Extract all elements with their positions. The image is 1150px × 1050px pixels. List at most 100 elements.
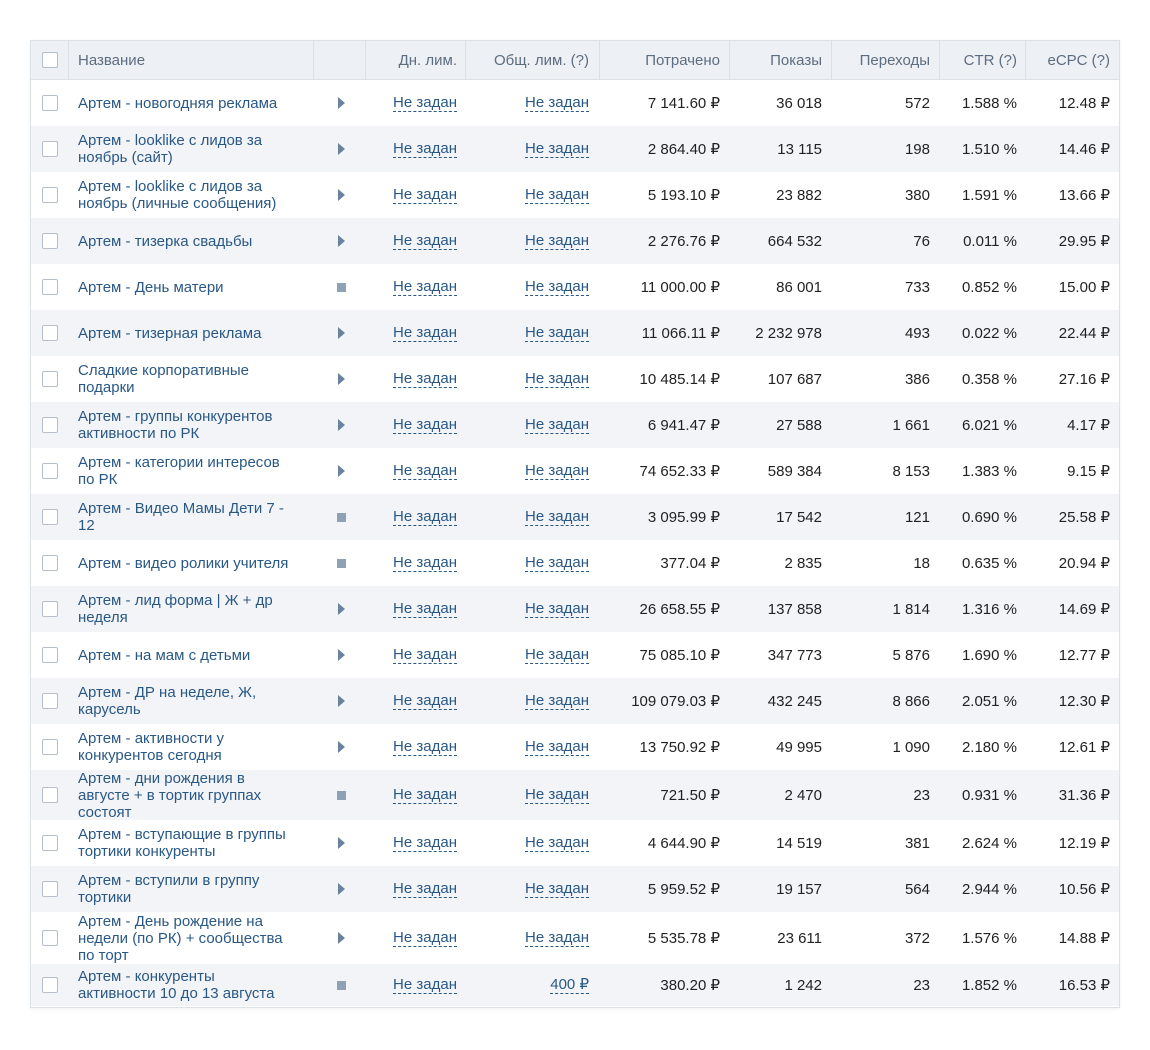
day-limit-link[interactable]: Не задан [393,646,457,664]
column-shows[interactable]: Показы [770,51,822,69]
campaign-name[interactable]: Артем - День рождение на недели (по РК) +… [78,912,310,964]
day-limit-link[interactable]: Не задан [393,232,457,250]
total-limit-link[interactable]: Не задан [525,554,589,572]
status-toggle[interactable] [329,218,353,264]
status-toggle[interactable] [329,356,353,402]
status-toggle[interactable] [329,172,353,218]
table-row[interactable]: Артем - looklike с лидов за ноябрь (личны… [31,172,1119,218]
total-limit-link[interactable]: Не задан [525,738,589,756]
campaign-name[interactable]: Артем - тизерка свадьбы [78,218,310,264]
total-limit-link[interactable]: Не задан [525,370,589,388]
play-icon[interactable] [337,695,345,707]
column-day-limit[interactable]: Дн. лим. [398,51,457,69]
table-row[interactable]: Артем - looklike с лидов за ноябрь (сайт)… [31,126,1119,172]
status-toggle[interactable] [329,310,353,356]
play-icon[interactable] [337,373,345,385]
row-checkbox[interactable] [42,881,58,897]
stop-icon[interactable] [336,980,346,990]
table-row[interactable]: Артем - на мам с детьми Не задан Не задан 7… [31,632,1119,678]
total-limit-link[interactable]: Не задан [525,232,589,250]
total-limit-link[interactable]: Не задан [525,646,589,664]
day-limit-link[interactable]: Не задан [393,738,457,756]
campaign-name[interactable]: Артем - видео ролики учителя [78,540,310,586]
play-icon[interactable] [337,603,345,615]
table-row[interactable]: Артем - День рождение на недели (по РК) +… [31,912,1119,964]
table-row[interactable]: Артем - дни рождения в августе + в тортик… [31,770,1119,821]
total-limit-link[interactable]: Не задан [525,186,589,204]
status-toggle[interactable] [329,448,353,494]
table-row[interactable]: Артем - новогодняя реклама Не задан Не зад… [31,80,1119,126]
campaign-name[interactable]: Артем - активности у конкурентов сегодня [78,724,310,770]
status-toggle[interactable] [329,770,353,820]
table-row[interactable]: Артем - ДР на неделе, Ж, карусель Не задан… [31,678,1119,724]
row-checkbox[interactable] [42,555,58,571]
table-row[interactable]: Сладкие корпоративные подарки Не задан Не з… [31,356,1119,402]
campaign-name[interactable]: Артем - вступили в группу тортики [78,866,310,912]
campaign-name[interactable]: Артем - категории интересов по РК [78,448,310,494]
table-row[interactable]: Артем - видео ролики учителя Не задан Не з… [31,540,1119,586]
status-toggle[interactable] [329,912,353,964]
row-checkbox[interactable] [42,279,58,295]
campaign-name[interactable]: Артем - looklike с лидов за ноябрь (личны… [78,172,310,218]
row-checkbox[interactable] [42,233,58,249]
play-icon[interactable] [337,837,345,849]
total-limit-link[interactable]: Не задан [525,416,589,434]
total-limit-link[interactable]: Не задан [525,140,589,158]
day-limit-link[interactable]: Не задан [393,554,457,572]
campaign-name[interactable]: Артем - Видео Мамы Дети 7 -12 [78,494,310,540]
play-icon[interactable] [337,235,345,247]
play-icon[interactable] [337,649,345,661]
table-row[interactable]: Артем - группы конкурентов активности по … [31,402,1119,448]
campaign-name[interactable]: Артем - вступающие в группы тортики конку… [78,820,310,866]
table-row[interactable]: Артем - лид форма | Ж + др неделя Не задан… [31,586,1119,632]
day-limit-link[interactable]: Не задан [393,834,457,852]
status-toggle[interactable] [329,264,353,310]
row-checkbox[interactable] [42,693,58,709]
column-total-limit[interactable]: Общ. лим. (?) [493,51,589,69]
row-checkbox[interactable] [42,739,58,755]
select-all-checkbox[interactable] [42,52,58,68]
day-limit-link[interactable]: Не задан [393,508,457,526]
total-limit-link[interactable]: Не задан [525,462,589,480]
campaign-name[interactable]: Артем - looklike с лидов за ноябрь (сайт) [78,126,310,172]
row-checkbox[interactable] [42,95,58,111]
day-limit-link[interactable]: Не задан [393,786,457,804]
play-icon[interactable] [337,741,345,753]
row-checkbox[interactable] [42,787,58,803]
column-ecpc[interactable]: eCPC (?) [1047,51,1110,69]
day-limit-link[interactable]: Не задан [393,370,457,388]
day-limit-link[interactable]: Не задан [393,94,457,112]
table-row[interactable]: Артем - активности у конкурентов сегодня Н… [31,724,1119,770]
stop-icon[interactable] [336,558,346,568]
row-checkbox[interactable] [42,601,58,617]
status-toggle[interactable] [329,80,353,126]
play-icon[interactable] [337,143,345,155]
stop-icon[interactable] [336,512,346,522]
status-toggle[interactable] [329,820,353,866]
total-limit-link[interactable]: 400 ₽ [550,976,589,994]
column-spent[interactable]: Потрачено [645,51,720,69]
day-limit-link[interactable]: Не задан [393,929,457,947]
play-icon[interactable] [337,189,345,201]
day-limit-link[interactable]: Не задан [393,278,457,296]
play-icon[interactable] [337,419,345,431]
status-toggle[interactable] [329,866,353,912]
total-limit-link[interactable]: Не задан [525,834,589,852]
total-limit-link[interactable]: Не задан [525,786,589,804]
status-toggle[interactable] [329,678,353,724]
status-toggle[interactable] [329,126,353,172]
total-limit-link[interactable]: Не задан [525,692,589,710]
play-icon[interactable] [337,465,345,477]
row-checkbox[interactable] [42,187,58,203]
day-limit-link[interactable]: Не задан [393,462,457,480]
row-checkbox[interactable] [42,325,58,341]
row-checkbox[interactable] [42,647,58,663]
status-toggle[interactable] [329,586,353,632]
play-icon[interactable] [337,327,345,339]
row-checkbox[interactable] [42,930,58,946]
campaign-name[interactable]: Артем - конкуренты активности 10 до 13 ав… [78,964,310,1006]
total-limit-link[interactable]: Не задан [525,600,589,618]
campaign-name[interactable]: Сладкие корпоративные подарки [78,356,310,402]
campaign-name[interactable]: Артем - на мам с детьми [78,632,310,678]
row-checkbox[interactable] [42,977,58,993]
